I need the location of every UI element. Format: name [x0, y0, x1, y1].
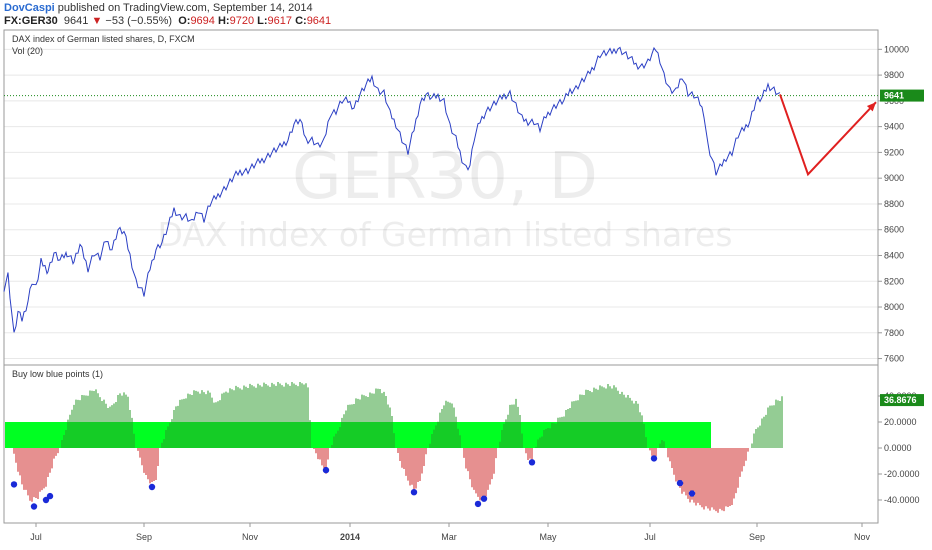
time-tick-label: Nov: [854, 532, 871, 542]
buy-point-dot: [480, 495, 488, 502]
price-tick-label: 8600: [884, 225, 904, 235]
buy-point-dot: [474, 500, 482, 508]
buy-point-dot: [10, 481, 18, 488]
price-tick-label: 9200: [884, 147, 904, 157]
volume-label: Vol (20): [12, 46, 43, 56]
indicator-title: Buy low blue points (1): [12, 369, 103, 379]
high-value: 9720: [229, 15, 255, 27]
price-tick-label: 10000: [884, 44, 909, 54]
time-tick-label: Sep: [749, 532, 765, 542]
indicator-tick-label: 20.0000: [884, 417, 917, 427]
change-down-icon: ▼: [91, 15, 103, 27]
indicator-tick-label: 0.0000: [884, 443, 912, 453]
chart-header: DovCaspi published on TradingView.com, S…: [4, 2, 331, 28]
low-label: L:: [257, 15, 268, 27]
buy-point-dot: [30, 503, 38, 510]
price-change: −53 (−0.55%): [105, 15, 173, 27]
low-value: 9617: [267, 15, 293, 27]
author-link[interactable]: DovCaspi: [4, 2, 55, 14]
time-tick-label: 2014: [340, 532, 360, 542]
last-price-badge-bg: [880, 89, 924, 102]
price-line: [3, 46, 781, 333]
published-text: published on TradingView.com, September …: [54, 2, 313, 14]
open-value: 9694: [190, 15, 215, 27]
price-tick-label: 8800: [884, 199, 904, 209]
high-label: H:: [217, 15, 230, 27]
buy-point-dot: [528, 459, 536, 466]
price-tick-label: 9800: [884, 70, 904, 80]
arrowhead-icon: [866, 102, 876, 112]
buy-point-dot: [410, 489, 418, 496]
watermark-symbol: GER30, D: [292, 140, 598, 214]
price-tick-label: 9000: [884, 173, 904, 183]
buy-point-dot: [148, 483, 156, 491]
time-tick-label: Mar: [441, 532, 457, 542]
price-tick-label: 8000: [884, 302, 904, 312]
current-price: 9641: [63, 15, 89, 27]
axis-badges: 9641 36.8676: [880, 89, 924, 407]
buy-point-dot: [650, 455, 658, 462]
indicator-tick-label: -40.0000: [884, 495, 920, 505]
buy-point-dot: [42, 496, 50, 504]
price-tick-label: 7800: [884, 328, 904, 338]
last-value-badge-bg: [880, 394, 924, 407]
time-tick-label: Sep: [136, 532, 152, 542]
last-price-badge: 9641: [884, 91, 904, 101]
last-value-badge: 36.8676: [884, 395, 917, 405]
symbol-label[interactable]: FX:GER30: [4, 15, 58, 27]
projection-arrow: [779, 94, 877, 177]
price-gridlines: [4, 48, 878, 360]
buy-point-dot: [688, 490, 696, 497]
buy-point-dot: [322, 466, 330, 474]
price-tick-label: 7600: [884, 354, 904, 364]
price-tick-label: 8200: [884, 276, 904, 286]
watermark-description: DAX index of German listed shares: [157, 215, 732, 254]
open-label: O:: [178, 15, 191, 27]
price-pane-title: DAX index of German listed shares, D, FX…: [12, 34, 195, 44]
buy-points: [10, 455, 696, 510]
close-value: 9641: [306, 15, 332, 27]
time-tick-label: Jul: [30, 532, 42, 542]
time-tick-label: May: [539, 532, 557, 542]
price-tick-label: 8400: [884, 250, 904, 260]
close-label: C:: [295, 15, 307, 27]
time-tick-label: Jul: [644, 532, 656, 542]
buy-point-dot: [46, 492, 54, 500]
time-axis[interactable]: Jul Sep Nov 2014 Mar May Jul Sep Nov: [30, 523, 870, 542]
buy-point-dot: [676, 479, 684, 487]
indicator-bars: [13, 381, 783, 513]
time-tick-label: Nov: [242, 532, 259, 542]
price-tick-label: 9400: [884, 122, 904, 132]
indicator-tick-label: -20.0000: [884, 469, 920, 479]
watermark: GER30, D DAX index of German listed shar…: [157, 140, 732, 254]
